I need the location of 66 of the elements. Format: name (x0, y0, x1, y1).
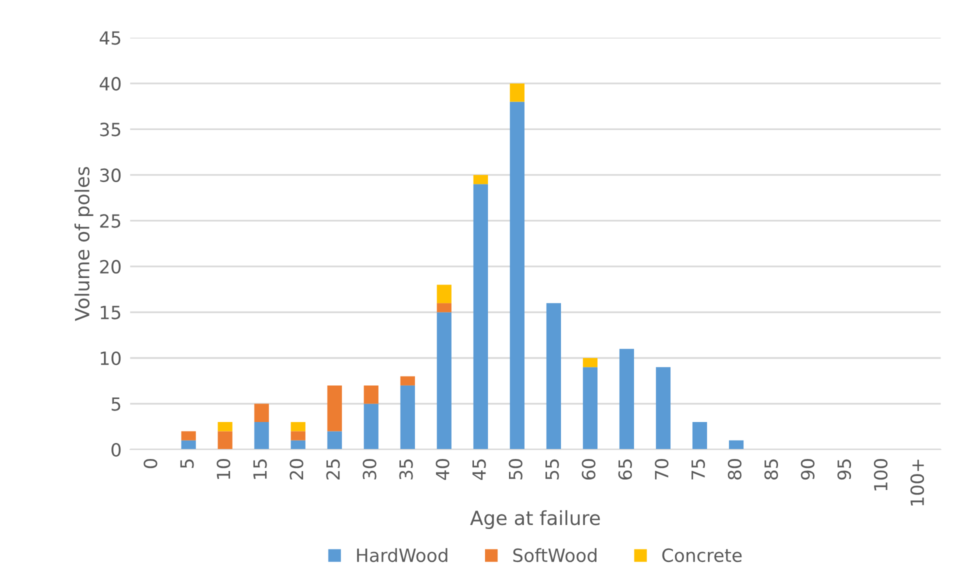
x-tick-label: 65 (618, 459, 632, 480)
bar (400, 376, 415, 386)
x-tick-label: 20 (290, 459, 304, 480)
bar (692, 422, 708, 450)
legend-label: SoftWood (513, 548, 596, 562)
x-tick-label: 15 (253, 459, 267, 479)
bar (436, 312, 452, 450)
legend-label: HardWood (357, 548, 448, 562)
bar (364, 404, 378, 450)
bar (656, 367, 671, 450)
bar (364, 385, 378, 404)
y-tick-label: 20 (100, 260, 121, 274)
x-tick-label: 95 (837, 459, 852, 480)
x-tick-label: 0 (144, 459, 158, 468)
bar (619, 348, 634, 450)
y-tick-label: 35 (100, 122, 120, 136)
x-tick-label: 50 (508, 459, 522, 480)
bar (436, 284, 452, 304)
bar (290, 422, 306, 432)
bar (510, 102, 524, 450)
bar (582, 367, 598, 450)
bar (181, 431, 196, 440)
bar (546, 303, 561, 450)
y-tick-label: 15 (100, 306, 120, 320)
y-tick-label: 25 (100, 214, 120, 228)
x-tick-label: 55 (546, 459, 559, 480)
x-axis-title: Age at failure (470, 510, 600, 530)
y-tick-label: 0 (112, 442, 121, 457)
bar (582, 358, 598, 368)
bar (728, 440, 744, 450)
y-tick-label: 5 (112, 397, 120, 411)
y-tick-label: 40 (100, 76, 121, 91)
bar (327, 431, 342, 450)
x-tick-label: 85 (764, 459, 778, 480)
x-tick-label: 100 (874, 459, 888, 490)
legend-label: Concrete (662, 548, 742, 562)
bar (510, 83, 524, 102)
x-tick-label: 45 (472, 459, 486, 480)
bar (290, 431, 306, 440)
x-tick-label: 10 (216, 459, 230, 479)
bar (181, 440, 196, 450)
bar (290, 440, 306, 450)
y-tick-label: 10 (100, 351, 121, 366)
bar (254, 404, 269, 422)
x-tick-label: 75 (692, 459, 705, 480)
bar (254, 422, 269, 450)
x-tick-label: 25 (326, 459, 340, 480)
bar (327, 385, 342, 432)
x-tick-label: 80 (728, 459, 742, 480)
x-tick-label: 40 (436, 459, 450, 480)
bar (218, 422, 232, 432)
x-tick-label: 5 (180, 459, 194, 468)
x-tick-label: 60 (582, 459, 596, 480)
y-axis-title: Volume of poles (74, 166, 94, 322)
x-tick-label: 70 (654, 459, 668, 480)
x-tick-label: 100+ (910, 460, 924, 506)
x-tick-label: 35 (399, 459, 413, 480)
y-tick-label: 30 (100, 168, 121, 182)
bar (218, 431, 232, 450)
x-tick-label: 90 (800, 459, 815, 480)
bar (400, 385, 415, 450)
bar (473, 184, 488, 450)
bar (436, 303, 452, 312)
x-tick-label: 30 (362, 459, 376, 480)
bar (473, 174, 488, 184)
y-tick-label: 45 (100, 31, 120, 45)
